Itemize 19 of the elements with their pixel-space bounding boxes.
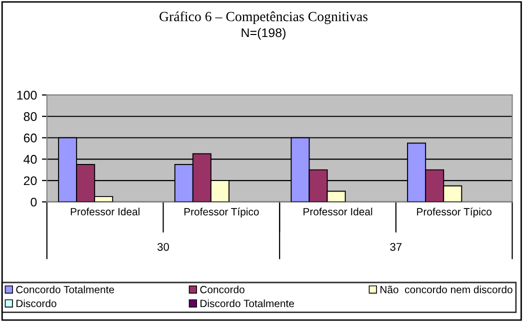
y-tick-label: 0 bbox=[30, 198, 37, 207]
chart-subtitle: N=(198) bbox=[242, 28, 286, 40]
y-tick-label: 80 bbox=[24, 112, 37, 122]
text: 30 bbox=[157, 242, 169, 251]
legend-label: Discordo bbox=[16, 300, 56, 308]
x-tick-label: Professor Típico bbox=[184, 208, 259, 218]
x-tick-label: Professor Ideal bbox=[70, 208, 140, 216]
legend-label: Não concordo nem discordo bbox=[380, 286, 512, 294]
text: 37 bbox=[390, 242, 402, 251]
y-tick-label: 100 bbox=[17, 90, 37, 100]
y-tick-label: 40 bbox=[24, 154, 37, 164]
legend-label: Concordo Totalmente bbox=[16, 286, 114, 294]
y-tick-label: 20 bbox=[24, 176, 37, 186]
x-tick-label: Professor Ideal bbox=[304, 208, 372, 216]
legend-label: Discordo Totalmente bbox=[200, 300, 294, 308]
x-tick-label: Professor Típico bbox=[417, 208, 492, 218]
legend-label: Concordo bbox=[200, 286, 244, 294]
y-tick-label: 60 bbox=[24, 134, 37, 142]
chart-title: Gráfico 6 – Competências Cognitivas bbox=[160, 11, 368, 24]
